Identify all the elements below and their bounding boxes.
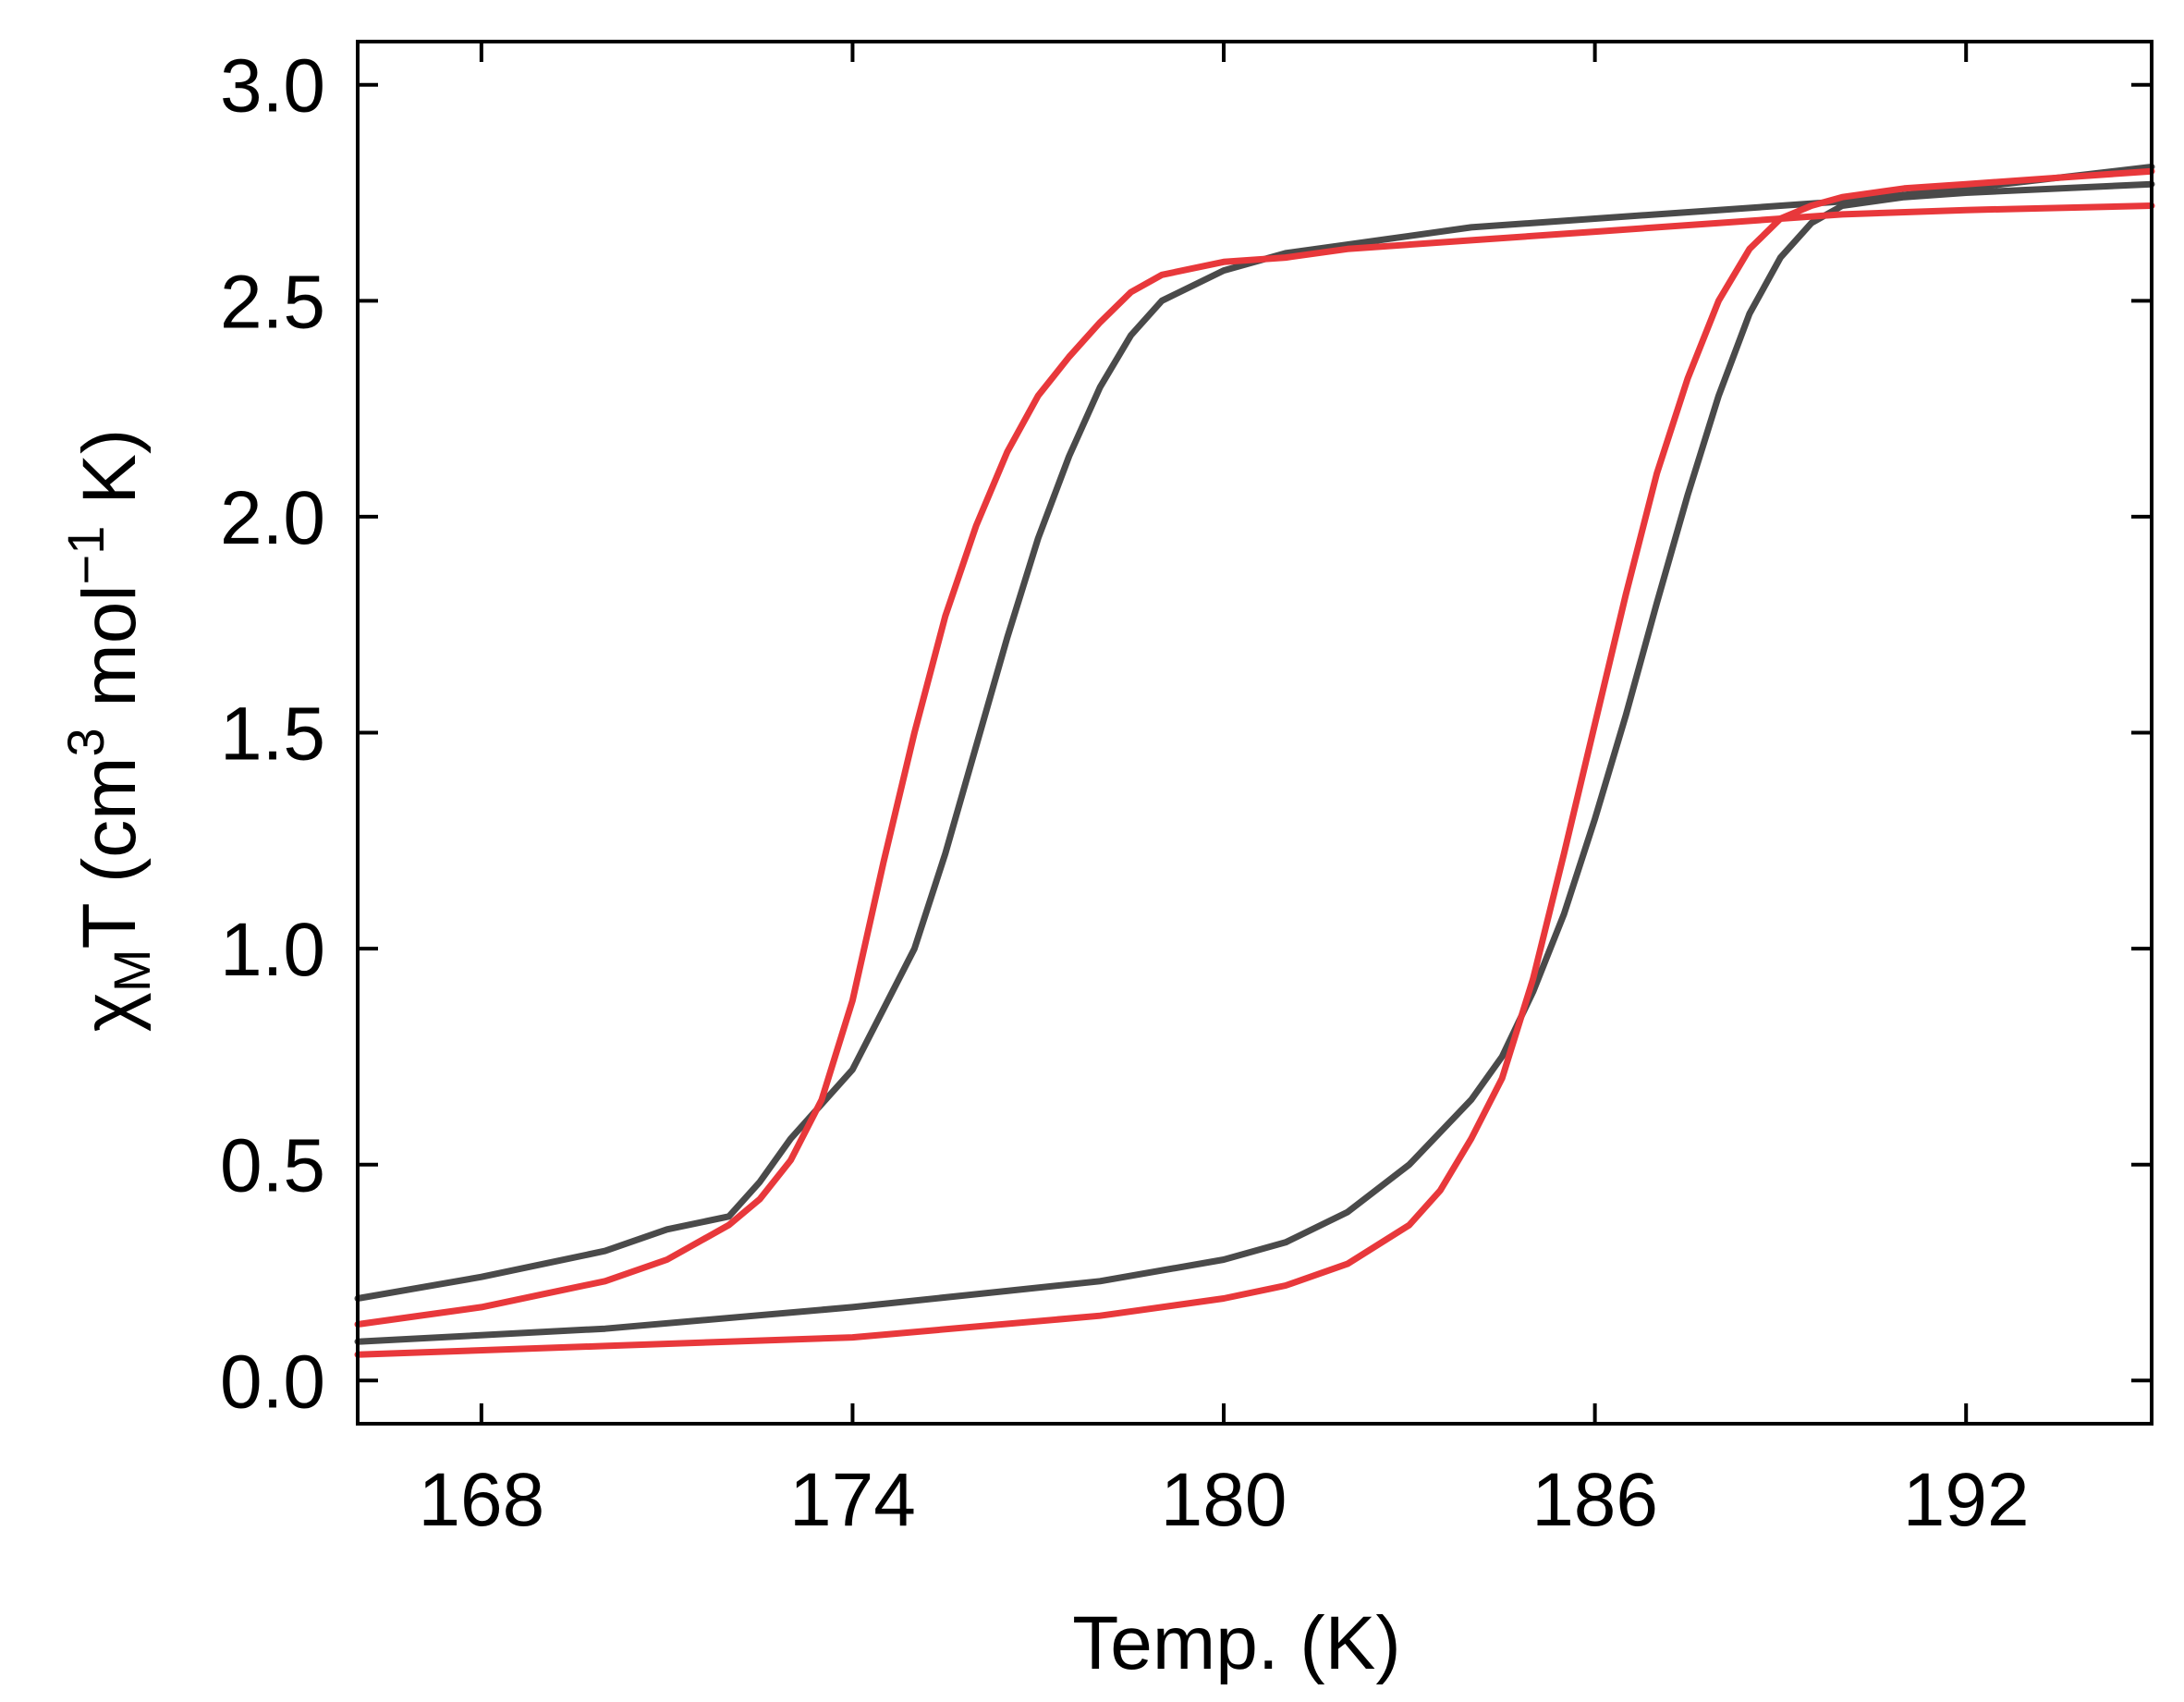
y-axis-title-mol: mol [67, 584, 152, 728]
x-axis-title: Temp. (K) [1072, 1601, 1400, 1685]
y-tick-label: 2.5 [220, 260, 325, 344]
y-axis-title: χMT (cm3 mol−1 K) [56, 429, 161, 1032]
y-axis-title-superscript-2: −1 [56, 526, 115, 585]
y-axis-title-suffix: K) [67, 429, 152, 526]
y-tick-label: 0.0 [220, 1340, 325, 1424]
x-tick-label: 174 [789, 1458, 916, 1542]
series-line-3 [354, 202, 2155, 1328]
x-tick-label: 180 [1161, 1458, 1287, 1542]
y-tick-label: 0.5 [220, 1124, 325, 1208]
series-line-4 [354, 167, 2155, 1358]
series-layer [354, 164, 2155, 1358]
y-axis-title-subscript: M [103, 949, 161, 993]
x-tick-label: 192 [1903, 1458, 2030, 1542]
y-tick-label: 1.5 [220, 692, 325, 777]
series-line-2 [354, 180, 2155, 1345]
x-axis: 168 174 180 186 192 [418, 42, 2030, 1542]
series-line-1 [354, 164, 2155, 1302]
y-tick-label: 3.0 [220, 44, 325, 129]
y-axis-title-prefix: χ [67, 992, 152, 1032]
x-tick-label: 186 [1531, 1458, 1658, 1542]
y-tick-label: 2.0 [220, 476, 325, 560]
y-axis-title-main: T (cm [67, 757, 152, 949]
plot-frame [356, 40, 2153, 1426]
y-tick-label: 1.0 [220, 908, 325, 992]
y-axis-title-superscript-1: 3 [56, 728, 115, 756]
x-tick-label: 168 [418, 1458, 544, 1542]
y-axis: 0.0 0.5 1.0 1.5 2.0 2.5 3.0 [220, 44, 2152, 1424]
